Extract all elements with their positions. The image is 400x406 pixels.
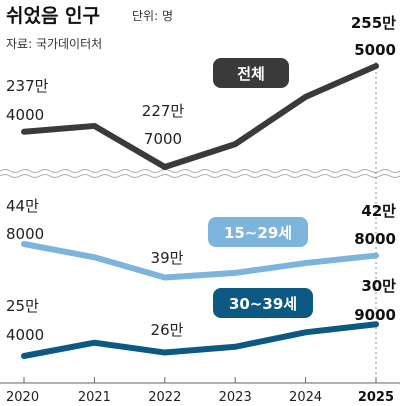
axis-break-bottom bbox=[0, 174, 400, 178]
x-axis-ticks-group: 2020 2021 2022 2023 2024 2025 bbox=[6, 377, 394, 405]
data-label-3-line-1: 8000 bbox=[6, 225, 44, 243]
data-label-1-line-1: 7000 bbox=[144, 130, 182, 148]
data-label-7-line-0: 26만 bbox=[151, 321, 184, 339]
legend-pill-15-29: 15~29세 bbox=[208, 217, 308, 247]
data-label-1-line-0: 227만 bbox=[142, 102, 185, 120]
legend-pill-total: 전체 bbox=[213, 58, 289, 88]
data-label-0-line-0: 237만 bbox=[6, 77, 49, 95]
data-label-0-line-1: 4000 bbox=[6, 106, 44, 124]
data-label-8-line-0: 30만 bbox=[361, 277, 396, 295]
source-label: 자료: 국가데이터처 bbox=[6, 37, 102, 51]
series-line-15-29 bbox=[21, 241, 379, 281]
x-tick-label-2020: 2020 bbox=[6, 390, 39, 405]
data-label-5-line-0: 42만 bbox=[361, 202, 396, 220]
legend-label-total: 전체 bbox=[237, 65, 265, 83]
x-tick-label-2023: 2023 bbox=[219, 390, 252, 405]
data-label-2-line-0: 255만 bbox=[351, 14, 396, 32]
unit-label: 단위: 명 bbox=[132, 9, 173, 23]
data-label-6-line-0: 25만 bbox=[6, 297, 39, 315]
axis-break-top bbox=[0, 169, 400, 173]
x-tick-label-2024: 2024 bbox=[289, 390, 322, 405]
data-label-8-line-1: 9000 bbox=[354, 306, 396, 324]
data-label-6-line-1: 4000 bbox=[6, 326, 44, 344]
chart-title: 쉬었음 인구 bbox=[6, 5, 100, 27]
x-tick-label-2022: 2022 bbox=[148, 390, 181, 405]
data-label-3-line-0: 44만 bbox=[6, 197, 39, 215]
data-label-4-line-0: 39만 bbox=[151, 249, 184, 267]
x-tick-label-2021: 2021 bbox=[78, 390, 111, 405]
legend-label-30-39: 30~39세 bbox=[229, 295, 297, 313]
data-label-5-line-1: 8000 bbox=[354, 230, 396, 248]
series-lines-group bbox=[21, 63, 379, 359]
value-labels-group: 237만 4000 227만 7000 255만 5000 44만 8000 39만 42만 800… bbox=[6, 14, 396, 344]
series-line-30-39 bbox=[21, 321, 379, 359]
legend-pill-30-39: 30~39세 bbox=[213, 288, 313, 318]
data-label-2-line-1: 5000 bbox=[354, 41, 396, 59]
x-tick-label-2025: 2025 bbox=[358, 390, 394, 405]
legend-label-15-29: 15~29세 bbox=[224, 224, 292, 242]
series-line-total bbox=[21, 63, 379, 170]
